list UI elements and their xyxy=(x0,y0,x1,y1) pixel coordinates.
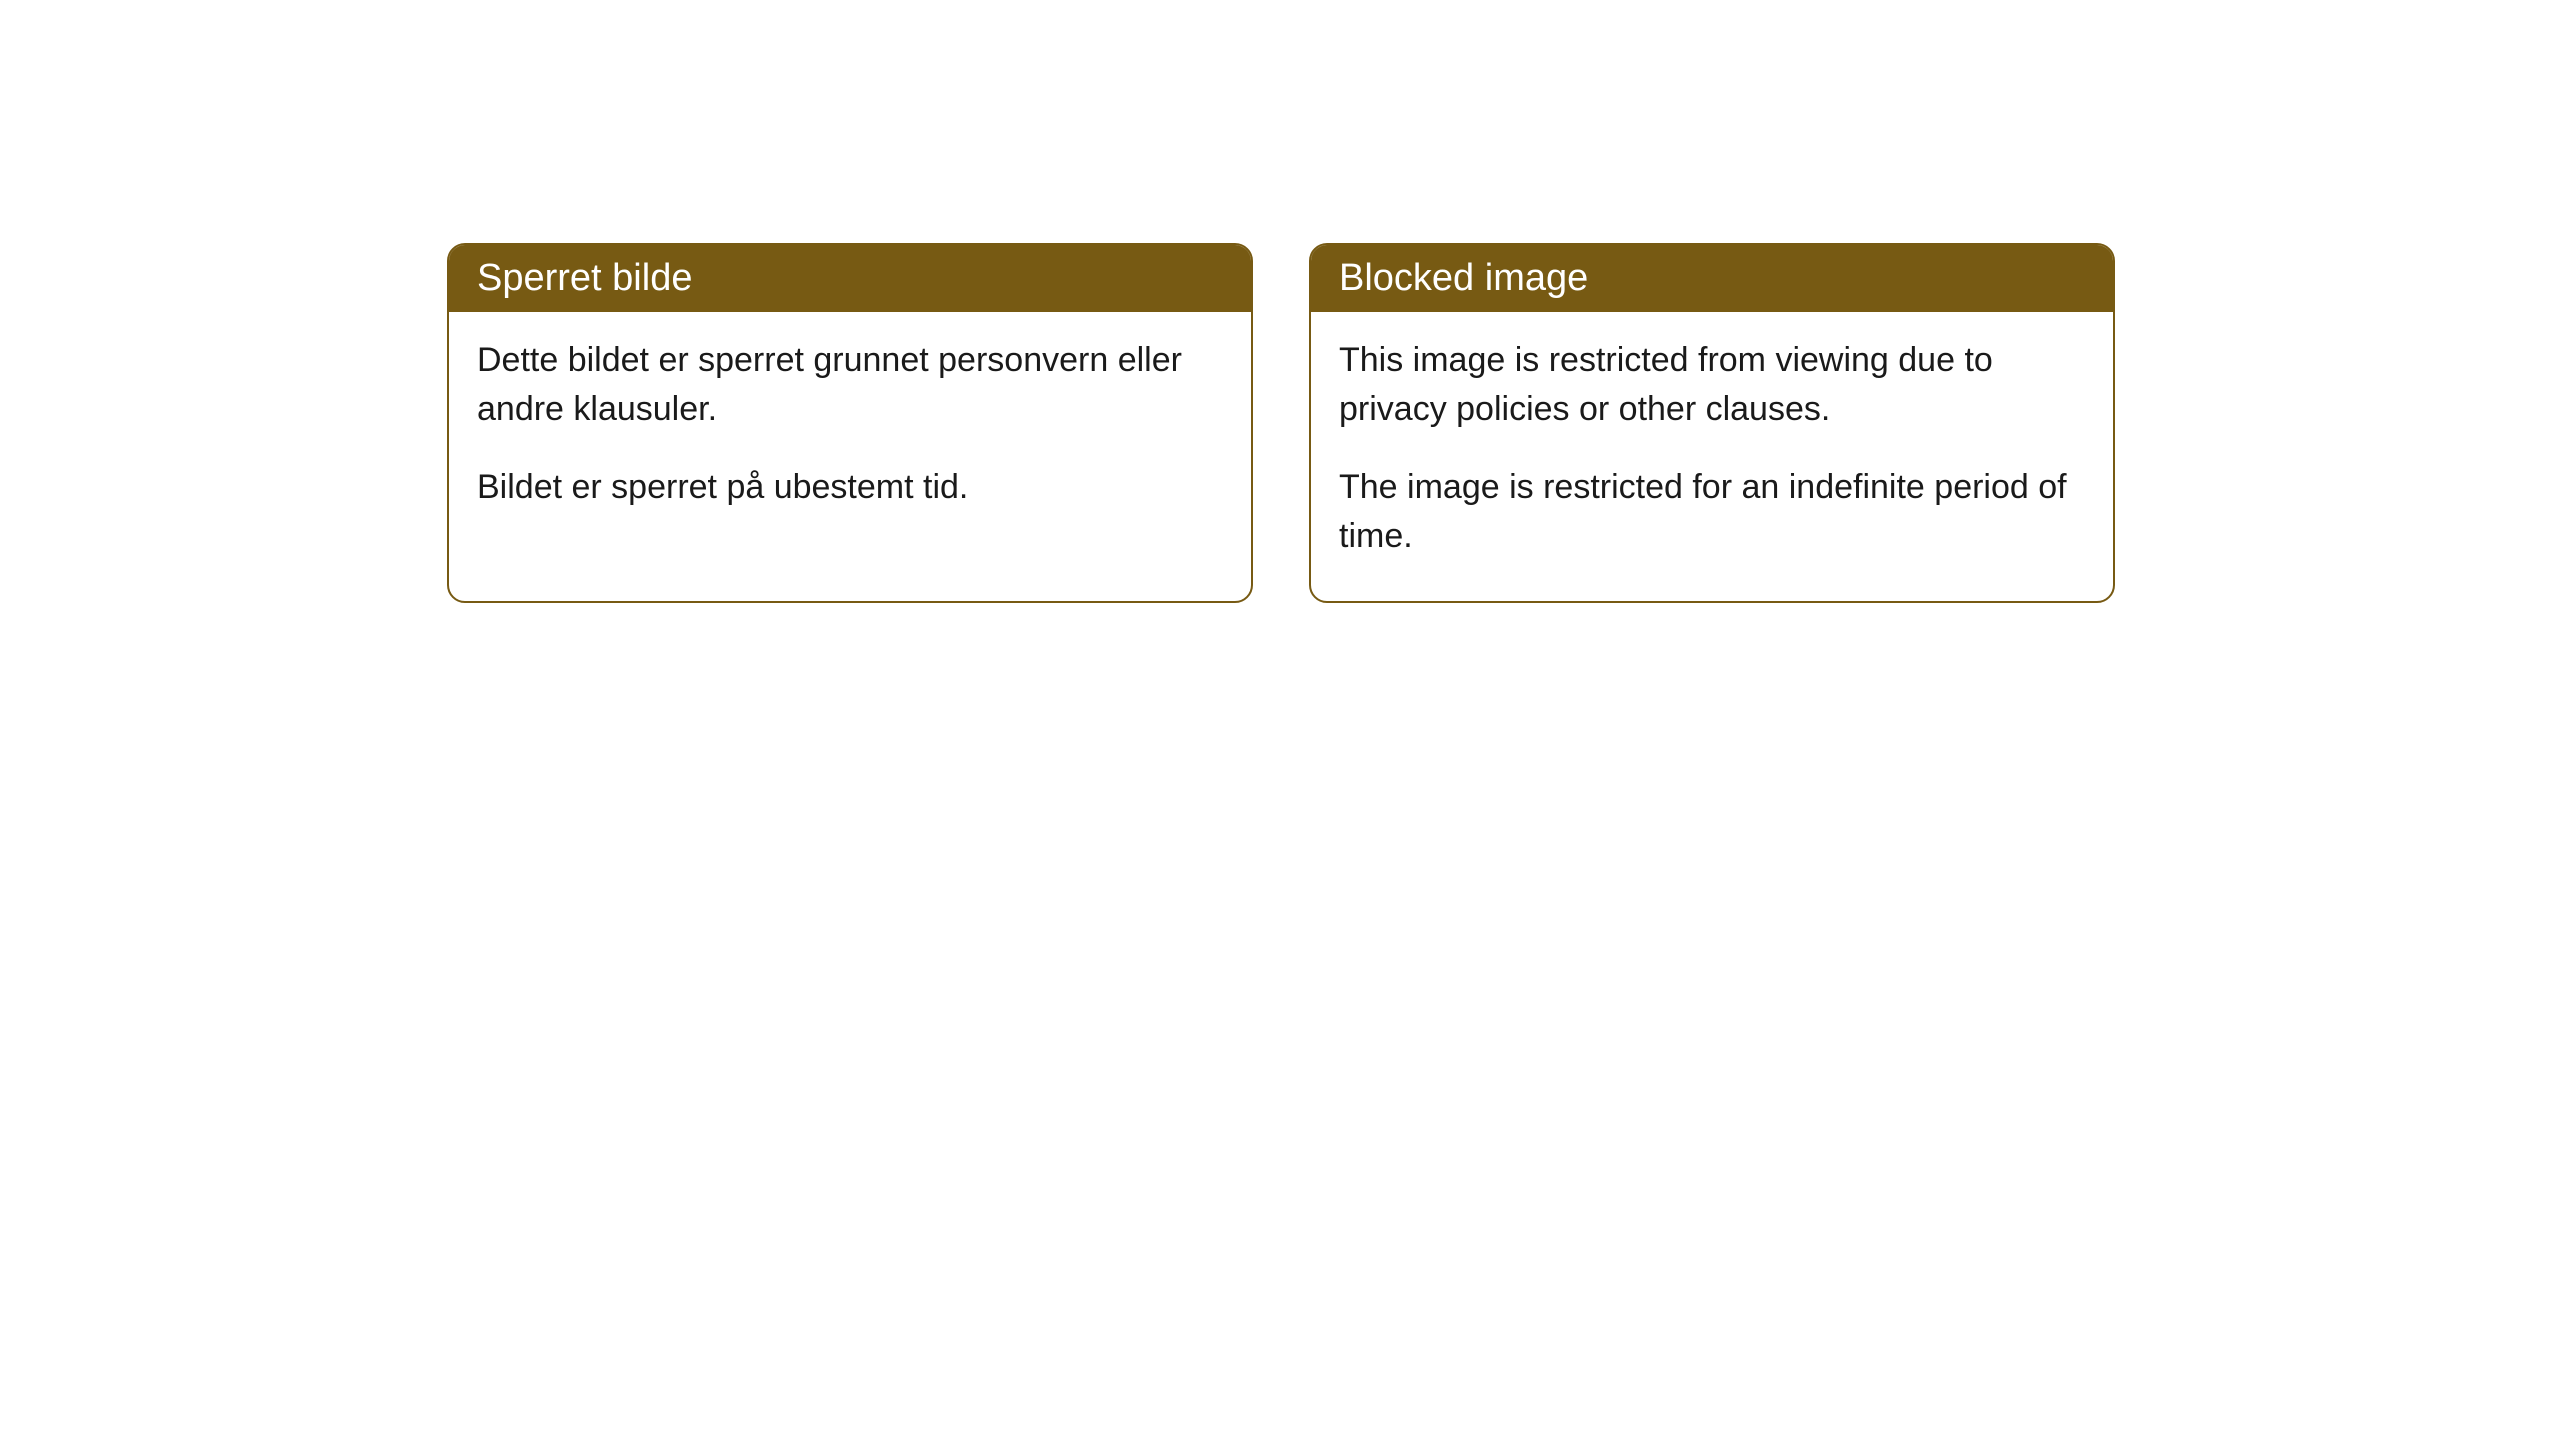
card-body: Dette bildet er sperret grunnet personve… xyxy=(449,312,1251,552)
notice-paragraph-1: This image is restricted from viewing du… xyxy=(1339,336,2085,435)
card-body: This image is restricted from viewing du… xyxy=(1311,312,2113,601)
card-title: Sperret bilde xyxy=(477,257,692,299)
blocked-image-card-english: Blocked image This image is restricted f… xyxy=(1309,243,2115,603)
blocked-image-card-norwegian: Sperret bilde Dette bildet er sperret gr… xyxy=(447,243,1253,603)
card-header: Blocked image xyxy=(1311,245,2113,312)
card-header: Sperret bilde xyxy=(449,245,1251,312)
notice-paragraph-1: Dette bildet er sperret grunnet personve… xyxy=(477,336,1223,435)
notice-cards-container: Sperret bilde Dette bildet er sperret gr… xyxy=(0,0,2560,603)
card-title: Blocked image xyxy=(1339,257,1588,299)
notice-paragraph-2: Bildet er sperret på ubestemt tid. xyxy=(477,463,1223,512)
notice-paragraph-2: The image is restricted for an indefinit… xyxy=(1339,463,2085,562)
